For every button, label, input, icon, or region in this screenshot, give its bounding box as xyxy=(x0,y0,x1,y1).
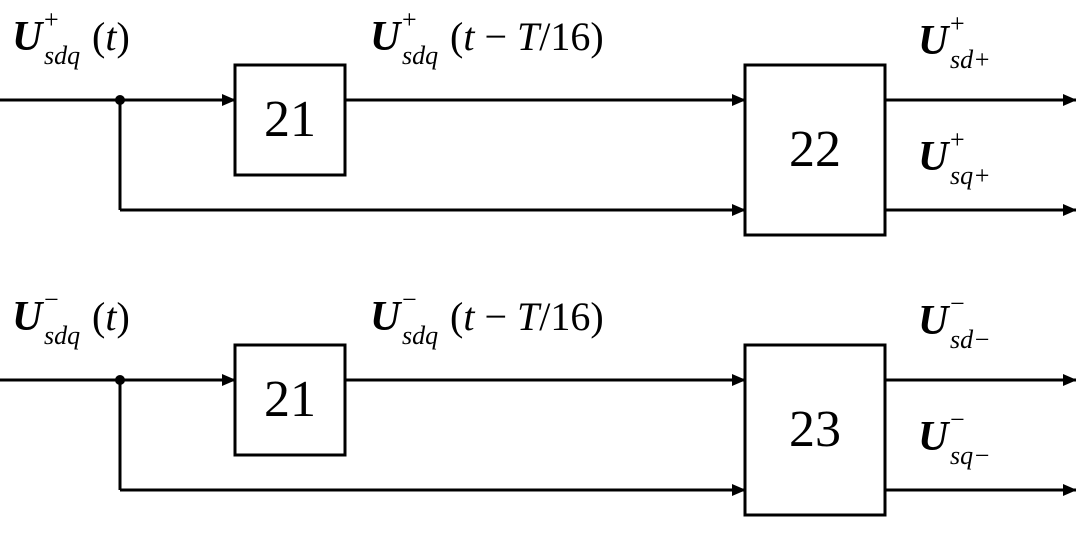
svg-text:(t): (t) xyxy=(92,14,130,59)
svg-text:sd−: sd− xyxy=(950,325,991,354)
svg-text:+: + xyxy=(950,9,965,38)
block-label-b21a: 21 xyxy=(264,91,316,148)
svg-text:−: − xyxy=(950,405,965,434)
svg-text:U: U xyxy=(918,298,951,344)
svg-text:U: U xyxy=(12,294,45,340)
svg-text:+: + xyxy=(402,5,417,34)
svg-text:sq+: sq+ xyxy=(950,161,991,190)
svg-text:(t − T/16): (t − T/16) xyxy=(450,14,604,59)
svg-text:(t): (t) xyxy=(92,294,130,339)
label-in_top: U+ sdq (t) xyxy=(12,5,130,70)
svg-text:−: − xyxy=(44,285,59,314)
block-label-b21b: 21 xyxy=(264,371,316,428)
svg-text:U: U xyxy=(918,18,951,64)
svg-text:+: + xyxy=(44,5,59,34)
label-out_top1: U+ sd+ xyxy=(918,9,991,74)
svg-text:sdq: sdq xyxy=(44,41,80,70)
block-diagram: 21222123U+sdq(t)U+sdq(t − T/16)U+sd+U+sq… xyxy=(0,0,1076,550)
label-in_bot: U− sdq (t) xyxy=(12,285,130,350)
label-mid_bot: U− sdq (t − T/16) xyxy=(370,285,604,350)
svg-text:+: + xyxy=(950,125,965,154)
svg-text:U: U xyxy=(370,294,403,340)
label-mid_top: U+ sdq (t − T/16) xyxy=(370,5,604,70)
svg-text:sq−: sq− xyxy=(950,441,991,470)
block-label-b22: 22 xyxy=(789,121,841,178)
svg-text:U: U xyxy=(918,414,951,460)
svg-text:−: − xyxy=(402,285,417,314)
block-label-b23: 23 xyxy=(789,401,841,458)
svg-text:sdq: sdq xyxy=(44,321,80,350)
label-out_bot1: U− sd− xyxy=(918,289,991,354)
node-n1 xyxy=(115,95,125,105)
svg-text:sd+: sd+ xyxy=(950,45,991,74)
label-out_bot2: U− sq− xyxy=(918,405,991,470)
svg-text:U: U xyxy=(918,134,951,180)
svg-text:(t − T/16): (t − T/16) xyxy=(450,294,604,339)
svg-text:sdq: sdq xyxy=(402,321,438,350)
svg-text:U: U xyxy=(370,14,403,60)
svg-text:sdq: sdq xyxy=(402,41,438,70)
node-n2 xyxy=(115,375,125,385)
svg-text:−: − xyxy=(950,289,965,318)
svg-text:U: U xyxy=(12,14,45,60)
label-out_top2: U+ sq+ xyxy=(918,125,991,190)
